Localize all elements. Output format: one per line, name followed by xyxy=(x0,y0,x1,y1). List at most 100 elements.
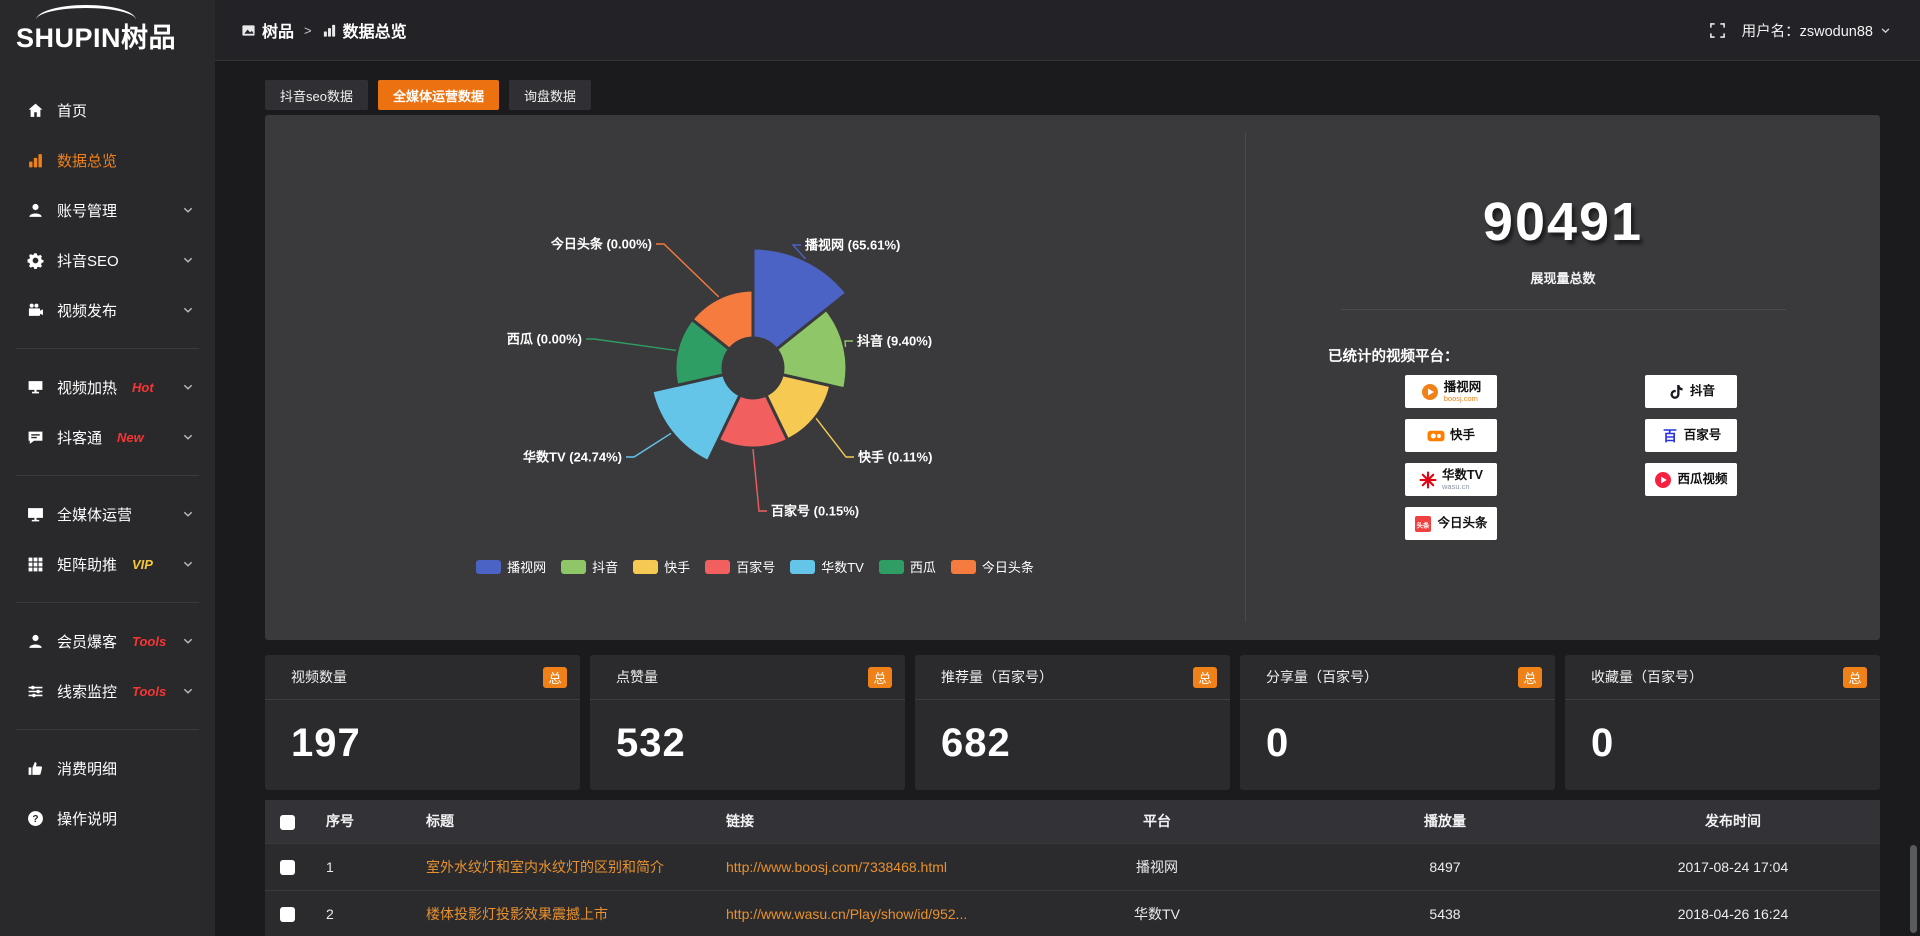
chart-panel: 播视网 (65.61%) 抖音 (9.40%) 快手 (0.11%) 百家号 (0.1… xyxy=(265,115,1880,640)
pie-slice-百家号[interactable] xyxy=(716,393,790,450)
legend-item-华数TV[interactable]: 华数TV xyxy=(790,557,864,576)
legend-item-抖音[interactable]: 抖音 xyxy=(561,557,618,576)
legend-item-百家号[interactable]: 百家号 xyxy=(705,557,775,576)
menu-divider xyxy=(16,729,199,730)
sidebar-item-label: 操作说明 xyxy=(57,810,118,828)
menu-divider xyxy=(16,475,199,476)
legend-item-快手[interactable]: 快手 xyxy=(633,557,690,576)
table-row: 2 楼体投影灯投影效果震撼上市 http://www.wasu.cn/Play/sh… xyxy=(265,889,1880,936)
stat-card-header: 推荐量（百家号） 总 xyxy=(915,655,1230,700)
platform-text: 今日头条 xyxy=(1437,517,1487,530)
row-checkbox[interactable] xyxy=(280,859,295,875)
legend-swatch xyxy=(561,559,587,574)
pie-label-line xyxy=(586,338,677,352)
pie-slice-今日头条[interactable] xyxy=(690,288,755,351)
panel-divider xyxy=(1245,133,1246,622)
breadcrumb-label: 数据总览 xyxy=(342,24,407,41)
stat-card-header: 收藏量（百家号） 总 xyxy=(1565,655,1880,700)
gear-icon xyxy=(27,252,44,269)
sidebar-item-badge: Hot xyxy=(132,379,154,395)
platform-text: 西瓜视频 xyxy=(1677,473,1727,486)
row-checkbox[interactable] xyxy=(280,907,295,923)
stat-card-value: 532 xyxy=(616,721,686,765)
platform-subtext: boosj.com xyxy=(1443,394,1478,403)
monitor-icon xyxy=(27,506,44,523)
select-all-checkbox[interactable] xyxy=(280,814,295,830)
video-icon xyxy=(27,302,44,319)
breadcrumb-item-树品[interactable]: 树品 xyxy=(241,18,294,42)
sidebar-item-全媒体运营[interactable]: 全媒体运营 xyxy=(0,489,215,539)
sidebar-item-label: 视频发布 xyxy=(57,302,118,320)
legend-item-今日头条[interactable]: 今日头条 xyxy=(950,557,1034,576)
sidebar-item-抖客通[interactable]: 抖客通 New xyxy=(0,412,215,462)
platforms-grid: 播视网 boosj.com 抖音 快手 百百家号 华数TV wasu.cn 西瓜视频 头条 今日头… xyxy=(1405,375,1737,540)
logo-arc xyxy=(36,5,136,20)
sidebar-item-badge: New xyxy=(117,429,144,445)
pie-slice-抖音[interactable] xyxy=(774,307,849,391)
pie-label-西瓜: 西瓜 (0.00%) xyxy=(507,332,582,347)
video-title-link[interactable]: 楼体投影灯投影效果震撼上市 xyxy=(426,905,608,922)
sidebar-item-账号管理[interactable]: 账号管理 xyxy=(0,185,215,235)
col-header-播放量: 播放量 xyxy=(1304,800,1586,843)
sidebar-item-线索监控[interactable]: 线索监控 Tools xyxy=(0,666,215,716)
legend-item-西瓜[interactable]: 西瓜 xyxy=(878,557,936,576)
tab-全媒体运营数据[interactable]: 全媒体运营数据 xyxy=(377,80,499,110)
sidebar-item-会员爆客[interactable]: 会员爆客 Tools xyxy=(0,616,215,666)
index-cell: 2 xyxy=(310,889,410,936)
stat-card-header: 视频数量 总 xyxy=(265,655,580,700)
sidebar-item-label: 抖音SEO xyxy=(57,252,119,270)
breadcrumb-item-数据总览[interactable]: 数据总览 xyxy=(322,18,407,42)
video-url-link[interactable]: http://www.wasu.cn/Play/show/id/952... xyxy=(726,905,968,922)
legend-item-播视网[interactable]: 播视网 xyxy=(476,557,546,576)
stat-card-title: 收藏量（百家号） xyxy=(1591,669,1703,685)
video-link-cell: http://www.wasu.cn/Play/show/id/952... xyxy=(710,889,1010,936)
sidebar-item-消费明细[interactable]: 消费明细 xyxy=(0,743,215,793)
xigua-play-icon xyxy=(1654,471,1672,489)
pie-slice-华数TV[interactable] xyxy=(650,373,742,464)
sidebar-item-视频发布[interactable]: 视频发布 xyxy=(0,285,215,335)
tab-抖音seo数据[interactable]: 抖音seo数据 xyxy=(265,80,368,110)
chevron-down-icon xyxy=(181,557,195,571)
row-select-cell xyxy=(265,889,310,936)
pie-slice-播视网[interactable] xyxy=(751,246,849,351)
topbar-right: 用户名：zswodun88 xyxy=(1709,20,1920,41)
brand-logo: SHUPIN树品 xyxy=(0,0,215,55)
sidebar-item-badge: VIP xyxy=(132,556,153,572)
stat-cards: 视频数量总 197 点赞量总 532 推荐量（百家号）总 682 分享量（百家号）总 0 收藏量… xyxy=(265,655,1880,790)
stat-card-点赞量: 点赞量 总 532 xyxy=(590,655,905,790)
user-menu[interactable]: 用户名：zswodun88 xyxy=(1742,20,1892,41)
sidebar-item-视频加热[interactable]: 视频加热 Hot xyxy=(0,362,215,412)
tab-询盘数据[interactable]: 询盘数据 xyxy=(508,80,591,110)
pie-label-line xyxy=(844,340,853,347)
platform-badge-播视网: 播视网 boosj.com xyxy=(1405,375,1497,408)
pie-chart: 播视网 (65.61%) 抖音 (9.40%) 快手 (0.11%) 百家号 (0.1… xyxy=(265,115,1245,640)
fullscreen-icon[interactable] xyxy=(1709,22,1726,39)
sidebar-item-首页[interactable]: 首页 xyxy=(0,85,215,135)
video-url-link[interactable]: http://www.boosj.com/7338468.html xyxy=(726,858,948,875)
platform-badge-今日头条: 头条 今日头条 xyxy=(1405,507,1497,540)
pie-slice-西瓜[interactable] xyxy=(673,317,732,387)
platform-name: 今日头条 xyxy=(1437,516,1488,531)
pie-label-line xyxy=(752,448,767,512)
stat-card-title: 视频数量 xyxy=(291,669,347,685)
legend-label: 西瓜 xyxy=(909,560,936,575)
sidebar-item-矩阵助推[interactable]: 矩阵助推 VIP xyxy=(0,539,215,589)
legend-swatch xyxy=(790,559,816,574)
sidebar-item-抖音SEO[interactable]: 抖音SEO xyxy=(0,235,215,285)
sidebar-item-数据总览[interactable]: 数据总览 xyxy=(0,135,215,185)
baijiahao-icon: 百 xyxy=(1661,427,1679,445)
stat-card-header: 分享量（百家号） 总 xyxy=(1240,655,1555,700)
chevron-down-icon xyxy=(181,634,195,648)
pie-label-line xyxy=(626,432,672,458)
col-header-链接: 链接 xyxy=(710,800,1010,843)
pie-label-播视网: 播视网 (65.61%) xyxy=(805,238,900,253)
legend-label: 今日头条 xyxy=(981,560,1034,575)
menu-divider xyxy=(16,348,199,349)
scrollbar-thumb[interactable] xyxy=(1910,845,1917,933)
video-title-link[interactable]: 室外水纹灯和室内水纹灯的区别和简介 xyxy=(426,858,664,875)
sidebar-item-label: 线索监控 xyxy=(57,683,118,701)
sidebar-item-操作说明[interactable]: ? 操作说明 xyxy=(0,793,215,843)
pie-slice-快手[interactable] xyxy=(764,373,833,442)
data-tabs: 抖音seo数据 全媒体运营数据 询盘数据 xyxy=(265,80,591,110)
legend-label: 抖音 xyxy=(592,560,619,575)
